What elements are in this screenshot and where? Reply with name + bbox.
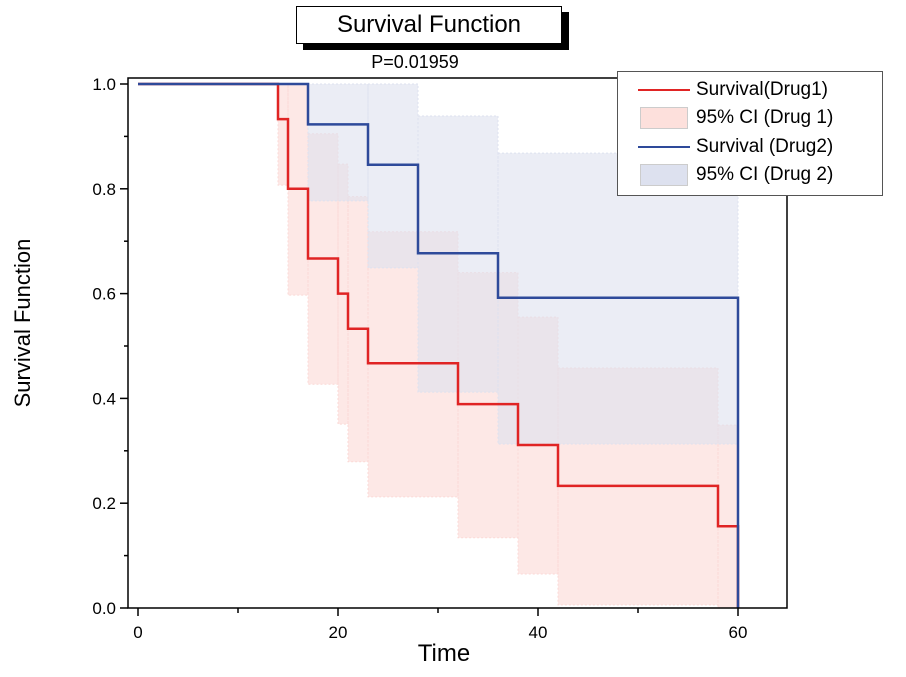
legend-label: Survival (Drug2) [696, 135, 834, 157]
legend-swatch-blue-line [638, 145, 690, 148]
y-axis-label: Survival Function [10, 238, 35, 408]
x-tick-label: 60 [729, 623, 748, 642]
y-tick-label: 1.0 [92, 75, 116, 94]
legend-swatch-lavender-box [640, 163, 688, 186]
legend-item-drug2-ci: 95% CI (Drug 2) [638, 161, 833, 188]
ci-band-segment [307, 83, 369, 202]
x-tick-label: 40 [529, 623, 548, 642]
x-tick-label: 20 [329, 623, 348, 642]
y-tick-label: 0.2 [92, 494, 116, 513]
y-tick-label: 0.8 [92, 180, 116, 199]
ci-band-segment [277, 83, 289, 186]
survival-curve-survival-drug2- [138, 82, 740, 608]
y-tick-label: 0.4 [92, 389, 116, 408]
ci-band-segment [367, 83, 419, 269]
axes: 0.0 0.2 0.4 0.6 0.8 1.0 0 20 40 60 [92, 75, 788, 642]
legend-label: 95% CI (Drug 1) [696, 106, 834, 128]
legend-swatch-pink-box [640, 106, 688, 129]
chart-title-text: Survival Function [336, 11, 522, 38]
legend: Survival(Drug1) 95% CI (Drug 1) Survival… [617, 71, 883, 196]
ci-band-segment [717, 424, 739, 609]
chart-title: Survival Function [296, 6, 562, 44]
legend-item-drug2-survival: Survival (Drug2) [638, 133, 833, 160]
y-tick-label: 0.0 [92, 599, 116, 618]
y-tick-label: 0.6 [92, 285, 116, 304]
legend-label: Survival(Drug1) [696, 78, 828, 100]
legend-swatch-red-line [638, 88, 690, 91]
legend-item-drug1-survival: Survival(Drug1) [638, 76, 828, 103]
survival-curve-survival-drug1- [138, 82, 740, 608]
survival-lines [138, 82, 740, 608]
plot-frame [127, 77, 788, 609]
x-axis-label: Time [417, 640, 471, 667]
legend-item-drug1-ci: 95% CI (Drug 1) [638, 104, 833, 131]
legend-label: 95% CI (Drug 2) [696, 163, 834, 185]
p-value-label: P=0.01959 [371, 52, 459, 72]
x-tick-label: 0 [133, 623, 142, 642]
